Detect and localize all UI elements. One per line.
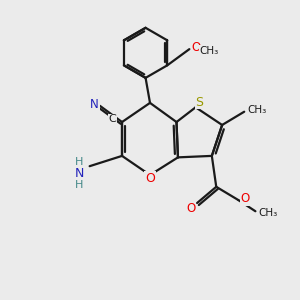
Text: CH₃: CH₃ (247, 105, 266, 115)
Text: N: N (75, 167, 84, 180)
Text: CH₃: CH₃ (258, 208, 278, 218)
Text: S: S (195, 95, 203, 109)
Text: CH₃: CH₃ (200, 46, 219, 56)
Text: O: O (240, 192, 249, 205)
Text: O: O (191, 41, 200, 54)
Text: O: O (186, 202, 195, 215)
Text: O: O (145, 172, 155, 185)
Text: N: N (90, 98, 99, 111)
Text: H: H (75, 157, 83, 167)
Text: C: C (109, 114, 116, 124)
Text: H: H (75, 180, 83, 190)
